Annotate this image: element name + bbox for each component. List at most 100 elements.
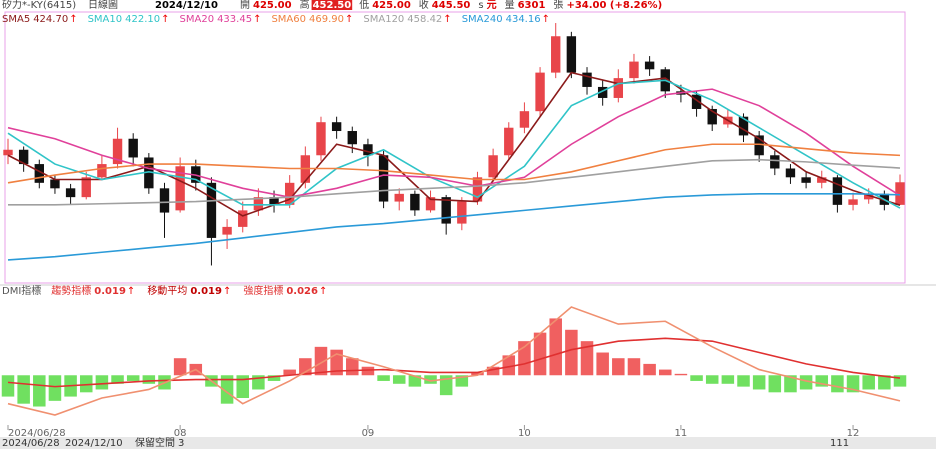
histogram-bar — [596, 352, 609, 376]
histogram-bar — [705, 375, 719, 384]
legend-value: 0.019 — [190, 286, 222, 297]
end-date[interactable]: 2024/12/10 — [65, 438, 123, 449]
candle-body — [363, 144, 373, 156]
candle-body — [394, 193, 404, 202]
x-tick-label: 11 — [675, 428, 688, 439]
field-value: 445.50 — [432, 0, 471, 11]
histogram-bar — [111, 375, 124, 384]
legend-name: SMA60 — [271, 14, 306, 25]
field-label: 量 — [505, 0, 515, 11]
histogram-bar — [173, 358, 187, 376]
candle-body — [613, 78, 624, 98]
candle-body — [112, 138, 123, 165]
candle-body — [65, 188, 76, 198]
field-value: 452.50 — [313, 0, 352, 11]
candle-body — [425, 197, 436, 211]
histogram-bar — [48, 375, 62, 401]
candle-body — [128, 138, 138, 158]
legend-name: SMA240 — [462, 14, 503, 25]
field-value: 元 — [487, 0, 497, 11]
histogram-bar — [565, 329, 578, 376]
ma-line — [7, 143, 901, 184]
legend-name: SMA10 — [88, 14, 123, 25]
date: 2024/12/10 — [155, 0, 218, 11]
histogram-bar — [392, 375, 406, 384]
histogram-bar — [361, 366, 375, 376]
indicator-line — [7, 306, 901, 416]
start-date[interactable]: 2024/06/28 — [2, 438, 60, 449]
candle-body — [504, 127, 514, 156]
stock-title: 矽力*-KY(6415) — [2, 0, 76, 11]
legend-trend: ↑ — [443, 14, 451, 25]
histogram-bar — [267, 375, 281, 381]
histogram-bar — [737, 375, 750, 387]
candle-body — [848, 199, 858, 205]
candle-body — [535, 72, 545, 112]
candle-body — [738, 116, 749, 136]
legend-value: 469.90 — [309, 14, 344, 25]
field-value: 425.00 — [372, 0, 411, 11]
candle-body — [378, 155, 389, 202]
field-value: +34.00 (+8.26%) — [566, 0, 662, 11]
candle-body — [441, 197, 451, 224]
histogram-bar — [518, 341, 531, 376]
legend-trend: ↑ — [127, 286, 135, 297]
histogram-bar — [1, 375, 15, 397]
legend-value: 434.16 — [506, 14, 541, 25]
histogram-bar — [768, 375, 782, 393]
histogram-bar — [862, 375, 875, 390]
histogram-bar — [627, 358, 641, 376]
field-label: 低 — [359, 0, 369, 11]
histogram-bar — [815, 375, 829, 387]
legend-trend: ↑ — [69, 14, 77, 25]
histogram-bar — [752, 375, 766, 390]
histogram-bar — [659, 369, 672, 376]
candle-body — [754, 135, 764, 156]
count[interactable]: 3 — [178, 438, 184, 449]
candle-body — [864, 193, 874, 200]
histogram-bar — [424, 375, 437, 384]
legend-name: SMA5 — [2, 14, 30, 25]
histogram-bar — [95, 375, 109, 390]
field-label: 張 — [553, 0, 563, 11]
histogram-bar — [79, 375, 93, 393]
x-tick-label: 09 — [362, 428, 375, 439]
histogram-bar — [721, 375, 735, 384]
legend-value: 424.70 — [33, 14, 68, 25]
histogram-bar — [643, 363, 656, 376]
candle-body — [566, 36, 577, 73]
candle-body — [316, 122, 326, 156]
x-tick-label: 12 — [847, 428, 860, 439]
histogram-bar — [878, 375, 891, 390]
ma-line — [8, 158, 901, 206]
legend-value: 422.10 — [125, 14, 160, 25]
x-tick-label: 2024/06/28 — [8, 428, 66, 439]
legend-value: 433.45 — [217, 14, 252, 25]
histogram-bar — [346, 358, 359, 376]
histogram-bar — [314, 346, 328, 376]
value-highlight — [311, 0, 353, 10]
field-label: 高 — [300, 0, 310, 11]
histogram-bar — [408, 375, 422, 387]
option[interactable]: 保留空間 — [135, 436, 175, 449]
field-label: 收 — [419, 0, 429, 11]
candle-body — [34, 164, 44, 183]
histogram-bar — [784, 375, 797, 393]
price-panel — [4, 11, 906, 284]
candle-body — [629, 61, 639, 79]
candle-body — [691, 94, 702, 109]
zoom[interactable]: 111 — [830, 438, 849, 449]
histogram-bar — [142, 375, 156, 384]
legend-value: 0.026 — [286, 286, 318, 297]
candle-body — [472, 177, 483, 202]
indicator-title: DMI指標 — [2, 284, 41, 297]
field-value: 425.00 — [253, 0, 292, 11]
legend-name: SMA20 — [180, 14, 215, 25]
candle-body — [347, 131, 357, 145]
histogram-bar — [690, 375, 703, 381]
histogram-bar — [377, 375, 390, 381]
histogram-bar — [236, 375, 249, 398]
histogram-bar — [502, 355, 516, 376]
candle-body — [3, 149, 13, 156]
candle-body — [801, 177, 811, 183]
